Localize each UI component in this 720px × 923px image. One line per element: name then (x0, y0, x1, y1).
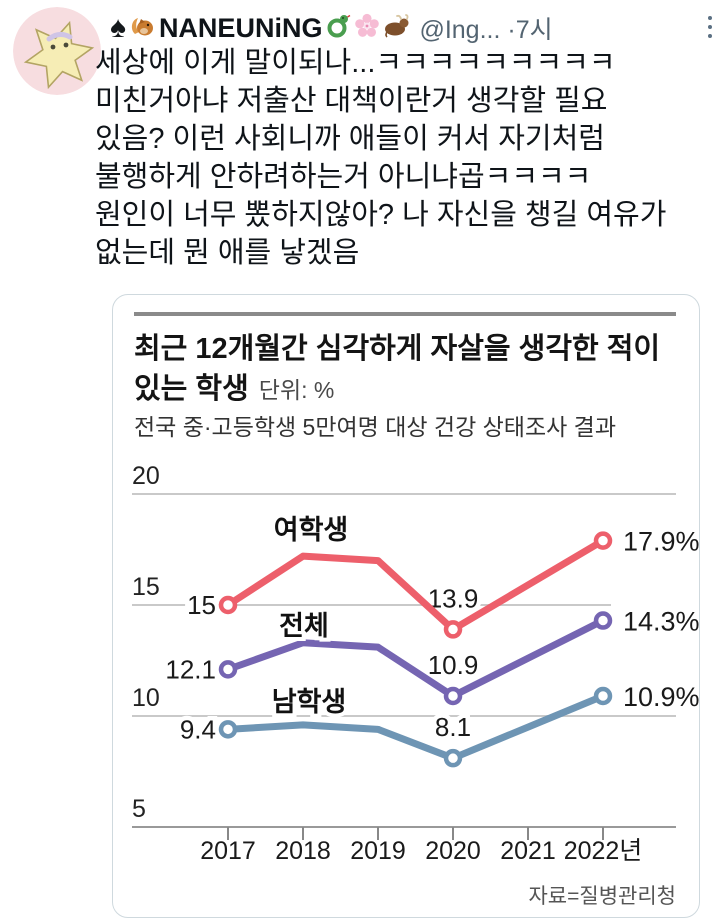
chart-subtitle: 전국 중·고등학생 5만여명 대상 건강 상태조사 결과 (134, 414, 616, 440)
tweet-line: 없는데 뭔 애를 낳겠음 (95, 237, 360, 269)
tweet-line: 미친거아냐 저출산 대책이란거 생각할 필요 (95, 85, 608, 117)
x-axis-label: 2019 (350, 837, 406, 865)
x-axis-label: 2017 (200, 837, 256, 865)
avatar[interactable] (13, 7, 101, 95)
y-axis-label: 20 (132, 462, 160, 490)
data-point-marker (218, 720, 238, 739)
x-axis-label: 2021 (500, 837, 556, 865)
tweet-line: 있음? 이런 사회니까 애들이 커서 자기처럼 (95, 123, 605, 155)
timestamp: 7시 (515, 16, 553, 44)
more-icon (708, 16, 712, 20)
data-point-marker (593, 686, 613, 706)
tweet-header: ♠ NANEUNiNG (110, 10, 686, 46)
series-label-all-students: 전체 (279, 611, 329, 641)
data-label: 9.4 (180, 714, 216, 744)
cherry-blossom-icon (354, 13, 380, 44)
handle[interactable]: @Ing... (419, 16, 501, 44)
y-axis-label: 5 (132, 795, 146, 823)
series-line-female-students (224, 537, 607, 633)
tweet-line: 세상에 이게 말이되나...ㅋㅋㅋㅋㅋㅋㅋㅋㅋ (95, 47, 616, 79)
data-label: 8.1 (435, 712, 471, 742)
handle-and-time[interactable]: @Ing... ·7시 (419, 10, 552, 46)
data-point-marker (443, 620, 463, 639)
ox-icon (383, 12, 410, 44)
tweet-line: 불행하게 안하려하는거 아니냐곱ㅋㅋㅋㅋ (95, 161, 592, 193)
data-point-marker (443, 748, 463, 768)
title-rule (134, 312, 676, 316)
unit-label: 단위: % (258, 377, 335, 403)
chart-title-line2: 있는 학생 단위: % (134, 373, 335, 405)
series-line-all-students (224, 617, 607, 700)
y-axis-label: 15 (132, 573, 160, 601)
chart-media-card[interactable]: 최근 12개월간 심각하게 자살을 생각한 적이 있는 학생 단위: % 전국 중… (112, 294, 700, 918)
x-axis-label: 2018 (275, 837, 331, 865)
data-point-marker (443, 686, 463, 706)
x-axis-label: 2020 (425, 837, 481, 865)
data-label: 10.9 (428, 650, 479, 680)
snake-icon (325, 13, 351, 44)
avatar-image (13, 7, 101, 95)
squirrel-icon (129, 12, 156, 44)
spade-icon: ♠ (110, 11, 126, 44)
chart-source: 자료=질병관리청 (528, 885, 676, 908)
line-chart: 20 15 10 5 2017 2018 2019 2020 2021 2022년 15 13.9 12… (132, 462, 699, 908)
y-axis-label: 10 (132, 684, 160, 712)
tweet-line: 원인이 너무 뽔하지않아? 나 자신을 챙길 여유가 (95, 199, 667, 231)
series-label-female-students: 여학생 (274, 515, 349, 545)
data-label: 12.1 (165, 654, 216, 684)
series-label-male-students: 남학생 (272, 687, 347, 717)
chart-title-line1: 최근 12개월간 심각하게 자살을 생각한 적이 (134, 333, 661, 365)
end-value-label: 14.3% (623, 607, 699, 637)
x-axis-label: 2022년 (564, 837, 643, 865)
separator-dot: · (507, 16, 516, 44)
display-name[interactable]: NANEUNiNG (158, 12, 323, 43)
data-point-marker (593, 611, 613, 630)
end-value-label: 17.9% (623, 527, 699, 557)
data-label: 13.9 (428, 583, 479, 613)
more-button[interactable] (706, 14, 714, 40)
data-point-marker (218, 660, 238, 679)
tweet-text: 세상에 이게 말이되나...ㅋㅋㅋㅋㅋㅋㅋㅋㅋ 미친거아냐 저출산 대책이란거 … (95, 44, 703, 272)
end-value-label: 10.9% (623, 682, 699, 712)
data-point-marker (218, 595, 238, 615)
data-point-marker (593, 531, 613, 550)
series-line-male-students (224, 692, 607, 762)
data-label: 15 (187, 590, 216, 620)
